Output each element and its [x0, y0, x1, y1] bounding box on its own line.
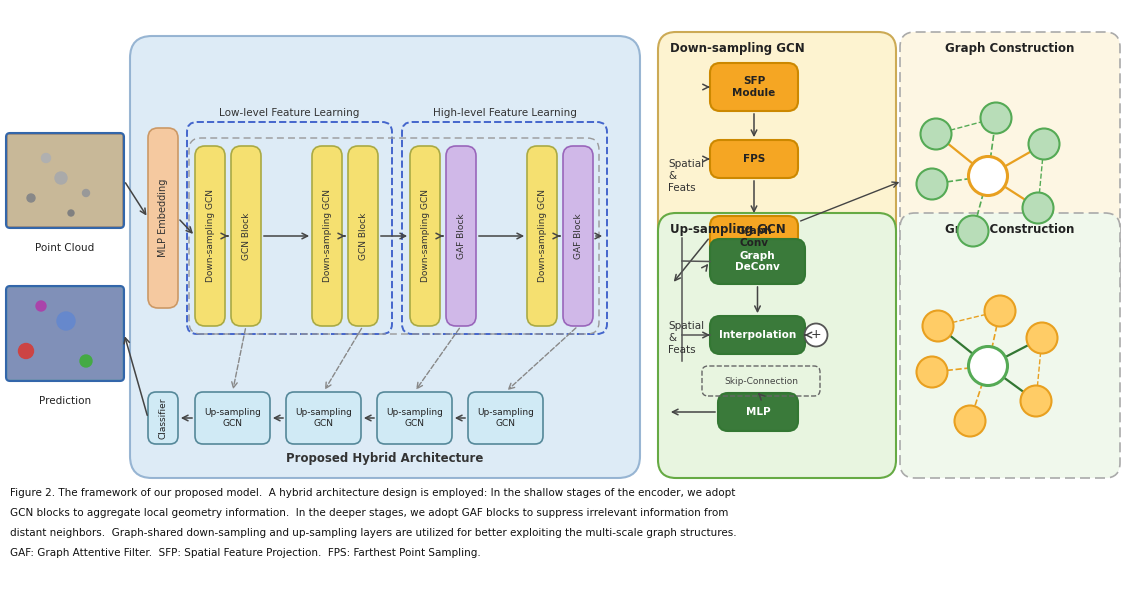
FancyBboxPatch shape [710, 140, 797, 178]
Text: Graph
Conv: Graph Conv [736, 226, 771, 248]
Text: GCN blocks to aggregate local geometry information.  In the deeper stages, we ad: GCN blocks to aggregate local geometry i… [10, 508, 728, 518]
FancyBboxPatch shape [148, 128, 178, 308]
FancyBboxPatch shape [710, 63, 797, 111]
FancyBboxPatch shape [446, 146, 476, 326]
FancyBboxPatch shape [718, 393, 797, 431]
Text: Graph
DeConv: Graph DeConv [735, 251, 780, 272]
FancyBboxPatch shape [231, 146, 261, 326]
Text: Classifier: Classifier [159, 398, 167, 439]
Circle shape [917, 169, 947, 200]
Circle shape [922, 311, 953, 342]
Bar [8, 288, 122, 379]
Bar [8, 135, 122, 226]
Text: GAF Block: GAF Block [574, 213, 583, 259]
Text: distant neighbors.  Graph-shared down-sampling and up-sampling layers are utiliz: distant neighbors. Graph-shared down-sam… [10, 528, 736, 538]
Circle shape [969, 346, 1008, 386]
Text: Spatial
&
Feats: Spatial & Feats [668, 321, 704, 355]
FancyBboxPatch shape [148, 392, 178, 444]
Text: High-level Feature Learning: High-level Feature Learning [433, 108, 576, 118]
Circle shape [55, 172, 67, 184]
FancyBboxPatch shape [6, 286, 124, 381]
Text: Graph Construction: Graph Construction [945, 42, 1075, 55]
FancyBboxPatch shape [312, 146, 342, 326]
Text: MLP Embedding: MLP Embedding [158, 179, 168, 257]
Text: Point Cloud: Point Cloud [35, 243, 94, 253]
Text: GCN Block: GCN Block [359, 212, 368, 260]
Circle shape [80, 355, 92, 367]
Circle shape [954, 405, 986, 436]
FancyBboxPatch shape [710, 239, 805, 284]
FancyBboxPatch shape [195, 392, 270, 444]
Circle shape [18, 343, 33, 359]
FancyBboxPatch shape [563, 146, 593, 326]
Text: Down-sampling GCN: Down-sampling GCN [420, 190, 429, 283]
Circle shape [68, 210, 74, 216]
Text: GAF Block: GAF Block [457, 213, 466, 259]
Text: Down-sampling GCN: Down-sampling GCN [670, 42, 804, 55]
Circle shape [920, 119, 952, 150]
Circle shape [969, 157, 1008, 195]
Text: Up-sampling
GCN: Up-sampling GCN [204, 408, 261, 428]
Text: Figure 2. The framework of our proposed model.  A hybrid architecture design is : Figure 2. The framework of our proposed … [10, 488, 735, 498]
FancyBboxPatch shape [658, 213, 896, 478]
FancyBboxPatch shape [410, 146, 440, 326]
Circle shape [958, 216, 988, 247]
Circle shape [83, 190, 90, 197]
Text: SFP
Module: SFP Module [733, 76, 776, 98]
Circle shape [42, 154, 50, 163]
Text: Interpolation: Interpolation [719, 330, 796, 340]
Text: FPS: FPS [743, 154, 766, 164]
Text: Up-sampling
GCN: Up-sampling GCN [477, 408, 534, 428]
FancyBboxPatch shape [710, 216, 797, 258]
FancyBboxPatch shape [468, 392, 543, 444]
FancyBboxPatch shape [348, 146, 378, 326]
FancyBboxPatch shape [710, 316, 805, 354]
FancyBboxPatch shape [195, 146, 225, 326]
Circle shape [1020, 386, 1052, 417]
Circle shape [36, 301, 45, 311]
Circle shape [27, 194, 35, 202]
Text: +: + [811, 328, 821, 342]
Text: Proposed Hybrid Architecture: Proposed Hybrid Architecture [286, 452, 484, 465]
Text: Up-sampling GCN: Up-sampling GCN [670, 223, 786, 236]
Circle shape [57, 312, 75, 330]
FancyBboxPatch shape [130, 36, 640, 478]
FancyBboxPatch shape [377, 392, 452, 444]
Text: Low-level Feature Learning: Low-level Feature Learning [219, 108, 360, 118]
Text: Spatial
&
Feats: Spatial & Feats [668, 159, 704, 193]
Text: GCN Block: GCN Block [242, 212, 251, 260]
Text: Up-sampling
GCN: Up-sampling GCN [386, 408, 443, 428]
Circle shape [804, 324, 827, 346]
Circle shape [917, 356, 947, 387]
Text: Down-sampling GCN: Down-sampling GCN [323, 190, 332, 283]
FancyBboxPatch shape [900, 213, 1120, 478]
Text: Down-sampling GCN: Down-sampling GCN [537, 190, 546, 283]
Circle shape [1027, 322, 1058, 353]
Text: GAF: Graph Attentive Filter.  SFP: Spatial Feature Projection.  FPS: Farthest Po: GAF: Graph Attentive Filter. SFP: Spatia… [10, 548, 481, 558]
Circle shape [1028, 129, 1060, 160]
Text: Skip-Connection: Skip-Connection [724, 377, 797, 386]
Text: Graph Construction: Graph Construction [945, 223, 1075, 236]
Text: Prediction: Prediction [39, 396, 91, 406]
FancyBboxPatch shape [658, 32, 896, 304]
Text: MLP: MLP [745, 407, 770, 417]
Circle shape [1022, 193, 1053, 224]
Text: Up-sampling
GCN: Up-sampling GCN [295, 408, 352, 428]
Circle shape [985, 296, 1016, 327]
FancyBboxPatch shape [900, 32, 1120, 304]
Text: Down-sampling GCN: Down-sampling GCN [206, 190, 215, 283]
FancyBboxPatch shape [6, 133, 124, 228]
FancyBboxPatch shape [286, 392, 361, 444]
Circle shape [980, 103, 1011, 134]
FancyBboxPatch shape [527, 146, 557, 326]
